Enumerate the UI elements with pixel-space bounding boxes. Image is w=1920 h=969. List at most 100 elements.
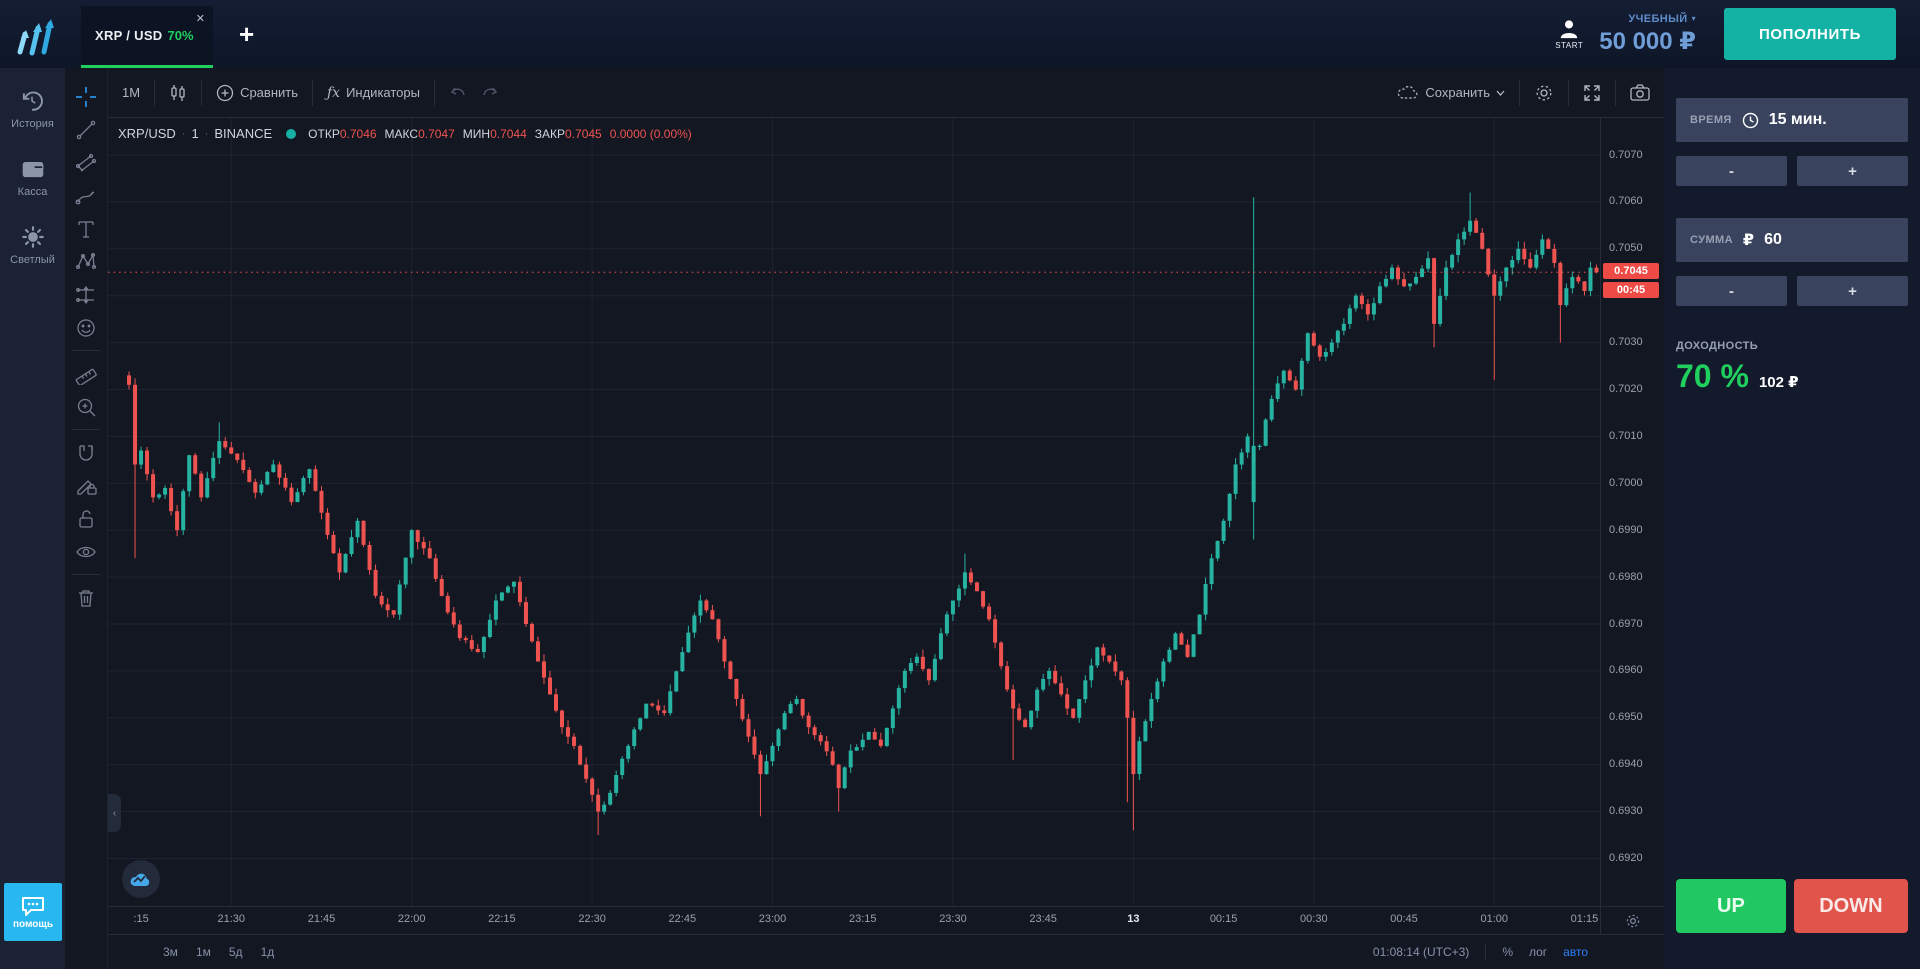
tab-xrp-usd[interactable]: XRP / USD 70% ✕ — [81, 6, 213, 68]
payout-row: 70 % 102 ₽ — [1676, 358, 1908, 395]
redo-button[interactable] — [480, 68, 513, 117]
trade-buttons: UP DOWN — [1676, 879, 1908, 933]
close-value: 0.7045 — [565, 126, 602, 141]
text-tool-icon[interactable] — [71, 212, 101, 245]
price-axis-label: 0.6990 — [1609, 523, 1643, 536]
forecast-tool-icon[interactable] — [71, 278, 101, 311]
log-scale-button[interactable]: лог — [1528, 945, 1548, 959]
sidebar-item-history[interactable]: История — [11, 88, 54, 130]
time-axis-label: 22:30 — [578, 913, 606, 925]
time-minus-button[interactable]: - — [1676, 156, 1787, 186]
auto-scale-button[interactable]: авто — [1563, 945, 1588, 959]
magnet-tool-icon[interactable] — [71, 436, 101, 469]
watermark-chart-button[interactable] — [122, 860, 160, 898]
amount-field[interactable]: СУММА ₽ 60 — [1676, 218, 1908, 262]
fx-icon: ƒx — [327, 84, 341, 101]
time-axis-label: 22:15 — [488, 913, 516, 925]
account-button[interactable]: START — [1555, 18, 1583, 50]
trend-line-tool-icon[interactable] — [71, 113, 101, 146]
time-axis-label: 22:45 — [668, 913, 697, 925]
down-button[interactable]: DOWN — [1793, 879, 1908, 933]
percent-scale-button[interactable]: % — [1502, 945, 1513, 959]
sun-theme-icon — [21, 226, 44, 248]
save-layout-button[interactable]: Сохранить — [1383, 85, 1519, 100]
axis-gear-icon — [1626, 914, 1639, 927]
up-button[interactable]: UP — [1676, 879, 1786, 933]
brush-tool-icon[interactable] — [71, 179, 101, 212]
price-axis-label: 0.7060 — [1609, 195, 1643, 208]
compare-label: Сравнить — [240, 85, 298, 100]
chart-canvas[interactable] — [108, 118, 1600, 906]
legend-ohlc: ОТКР0.7046 МАКС0.7047 МИН0.7044 ЗАКР0.70… — [308, 126, 692, 141]
delete-drawings-trash-icon[interactable] — [71, 581, 101, 614]
price-axis-label: 0.7020 — [1609, 383, 1643, 395]
toolbar-separator — [433, 79, 435, 106]
pitchfork-tool-icon[interactable] — [71, 146, 101, 179]
price-axis-label: 0.7000 — [1609, 476, 1643, 489]
time-field-value: 15 мин. — [1768, 111, 1827, 128]
sidebar-item-theme[interactable]: Светлый — [10, 224, 55, 266]
compare-button[interactable]: Сравнить — [202, 68, 312, 117]
clock-label[interactable]: 01:08:14 (UTC+3) — [1372, 945, 1470, 959]
account-type-dropdown[interactable]: УЧЕБНЫЙ ▾ — [1628, 13, 1696, 25]
panel-collapse-handle[interactable]: ‹ — [108, 794, 121, 832]
app-logo[interactable] — [0, 0, 65, 68]
ruler-tool-icon[interactable] — [71, 357, 101, 390]
time-field[interactable]: ВРЕМЯ 15 мин. — [1676, 98, 1908, 142]
pattern-tool-icon[interactable] — [71, 245, 101, 278]
candlestick-chart[interactable]: XRP/USD · 1 · BINANCE ОТКР0.7046 МАКС0.7… — [108, 118, 1600, 906]
range-buttons: 3м 1м 5д 1д — [163, 945, 292, 959]
amount-stepper: - + — [1676, 276, 1908, 306]
amount-minus-button[interactable]: - — [1676, 276, 1787, 306]
time-axis-labels[interactable]: :15 21:30 21:45 22:00 22:15 22:30 22:45 23:00 23… — [108, 907, 1600, 934]
sidebar-item-cashier[interactable]: Касса — [18, 156, 47, 198]
time-plus-button[interactable]: + — [1797, 156, 1908, 186]
axis-settings-corner[interactable] — [1600, 907, 1664, 934]
amount-plus-button[interactable]: + — [1797, 276, 1908, 306]
hide-drawings-eye-icon[interactable] — [71, 535, 101, 568]
time-stepper: - + — [1676, 156, 1908, 186]
separator — [1485, 944, 1487, 960]
time-axis[interactable]: :15 21:30 21:45 22:00 22:15 22:30 22:45 23:00 23… — [108, 906, 1664, 934]
screenshot-button[interactable] — [1616, 84, 1664, 101]
chart-style-button[interactable] — [155, 68, 201, 117]
chart-settings-button[interactable] — [1520, 83, 1568, 103]
time-axis-label: 23:45 — [1029, 913, 1057, 925]
toolbar-separator — [72, 429, 100, 430]
content: История Касса Светлый помощь — [0, 68, 1920, 969]
price-axis-label: 0.7050 — [1609, 242, 1643, 255]
cloud-save-icon — [1398, 85, 1418, 99]
toolbar-separator — [1615, 79, 1616, 106]
indicators-button[interactable]: ƒx Индикаторы — [313, 68, 434, 117]
emoji-tool-icon[interactable] — [71, 311, 101, 344]
interval-button[interactable]: 1M — [108, 68, 154, 117]
lock-all-tool-icon[interactable] — [71, 502, 101, 535]
price-axis-label: 0.6950 — [1609, 711, 1643, 724]
chart-toolbar: 1M Сравнить ƒx Индикаторы — [108, 68, 1664, 118]
fullscreen-button[interactable] — [1569, 84, 1615, 102]
range-button-5д[interactable]: 5д — [228, 945, 243, 959]
range-button-1д[interactable]: 1д — [260, 945, 275, 959]
wallet-icon — [22, 161, 43, 178]
range-button-1м[interactable]: 1м — [195, 945, 211, 959]
undo-button[interactable] — [435, 68, 480, 117]
drawing-mode-lock-icon[interactable] — [71, 469, 101, 502]
fullscreen-icon — [1584, 84, 1600, 101]
tab-close-icon[interactable]: ✕ — [195, 13, 205, 25]
range-button-3м[interactable]: 3м — [163, 945, 178, 959]
balance-value: 50 000 ₽ — [1599, 27, 1696, 55]
camera-icon — [1630, 84, 1650, 101]
top-bar: XRP / USD 70% ✕ + START УЧЕБНЫЙ ▾ 50 000… — [0, 0, 1920, 68]
toolbar-separator — [1568, 79, 1569, 106]
deposit-button[interactable]: ПОПОЛНИТЬ — [1724, 8, 1896, 60]
undo-icon — [450, 87, 465, 95]
crosshair-tool-icon[interactable] — [71, 80, 101, 113]
start-label: START — [1555, 41, 1584, 50]
open-value: 0.7046 — [339, 126, 377, 141]
price-axis[interactable]: 0.7045 00:45 0.7070 0.7060 0.7050 0.7030 0.7… — [1600, 118, 1664, 906]
zoom-in-tool-icon[interactable] — [71, 390, 101, 423]
help-button[interactable]: помощь — [4, 883, 62, 941]
chat-bubble-icon — [22, 896, 44, 916]
add-tab-button[interactable]: + — [239, 19, 255, 49]
toolbar-separator — [72, 574, 100, 575]
